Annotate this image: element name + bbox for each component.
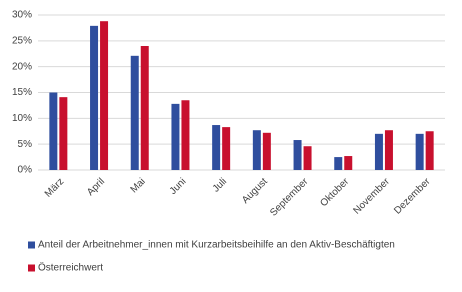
bar <box>262 132 271 170</box>
bar <box>90 25 99 170</box>
bar <box>181 100 190 170</box>
x-tick-label: August <box>240 176 270 206</box>
y-tick-label: 30% <box>12 10 32 21</box>
x-tick-label: März <box>43 176 67 200</box>
y-tick-label: 25% <box>12 35 32 46</box>
x-tick-label: November <box>352 176 393 217</box>
legend-label: Österreichwert <box>38 262 103 274</box>
bar <box>415 133 424 170</box>
x-tick-label: Juni <box>168 176 189 197</box>
bar <box>293 140 302 170</box>
bar <box>303 146 312 170</box>
x-tick-label: Mai <box>129 176 148 195</box>
bar <box>344 156 353 170</box>
bar <box>49 92 58 170</box>
legend-swatch <box>28 264 35 272</box>
y-tick-label: 5% <box>18 139 33 150</box>
y-tick-label: 20% <box>12 61 32 72</box>
bar <box>212 125 221 170</box>
legend-swatch <box>28 241 35 249</box>
bar <box>334 157 343 170</box>
y-tick-label: 15% <box>12 87 32 98</box>
y-tick-label: 10% <box>12 113 32 124</box>
y-tick-label: 0% <box>18 165 33 176</box>
legend-label: Anteil der Arbeitnehmer_innen mit Kurzar… <box>38 240 395 251</box>
bar <box>130 55 139 170</box>
bar <box>59 97 68 170</box>
bar <box>171 103 180 170</box>
bar <box>100 21 109 171</box>
bar <box>374 133 383 170</box>
x-tick-label: Dezember <box>392 176 433 217</box>
bar <box>140 46 149 170</box>
x-tick-label: April <box>85 176 107 198</box>
bar <box>425 131 434 170</box>
bar <box>384 130 393 170</box>
bar <box>252 130 261 170</box>
bar <box>222 127 231 170</box>
x-tick-label: September <box>268 176 311 219</box>
x-tick-label: Juli <box>211 176 229 194</box>
x-tick-label: Oktober <box>318 176 351 209</box>
